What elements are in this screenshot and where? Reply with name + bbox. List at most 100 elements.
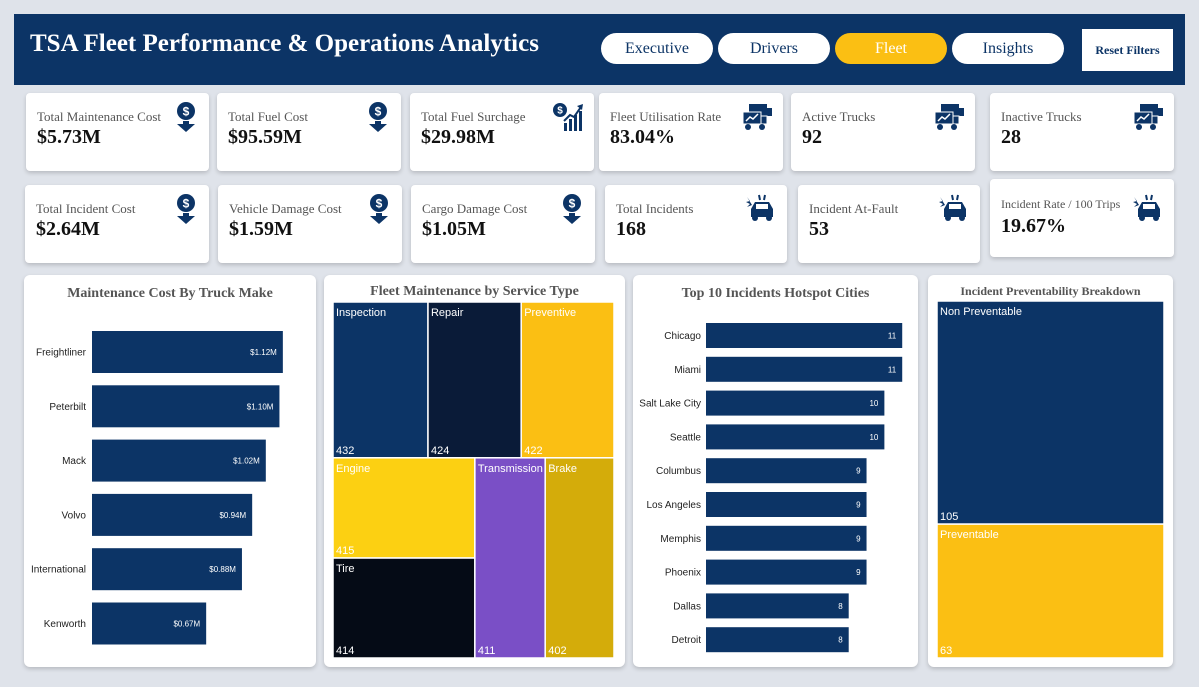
tab-fleet[interactable]: Fleet xyxy=(835,33,947,64)
kpi-value: 168 xyxy=(616,218,646,240)
category-label: Volvo xyxy=(62,510,87,521)
panel-maintenance-by-make: Maintenance Cost By Truck Make Freightli… xyxy=(24,275,316,667)
kpi-value: $95.59M xyxy=(228,126,302,148)
category-label: Seattle xyxy=(670,432,702,443)
cell-value: 402 xyxy=(548,645,566,657)
cell-label: Repair xyxy=(431,307,464,319)
value-label: 8 xyxy=(838,602,843,611)
value-label: 9 xyxy=(856,501,861,510)
fleet-icon xyxy=(1132,101,1164,133)
value-label: 9 xyxy=(856,467,861,476)
bar[interactable] xyxy=(706,458,867,484)
category-label: Kenworth xyxy=(44,619,86,630)
car-crash-icon xyxy=(1132,193,1164,225)
treemap-cell[interactable] xyxy=(332,301,429,459)
dollar-down-icon xyxy=(365,101,391,133)
kpi-label: Total Maintenance Cost xyxy=(37,109,162,124)
category-label: Detroit xyxy=(672,635,702,646)
cell-label: Brake xyxy=(548,463,577,475)
treemap-cell[interactable] xyxy=(544,457,615,659)
bar[interactable] xyxy=(706,356,903,382)
value-label: 10 xyxy=(869,399,878,408)
fleet-icon xyxy=(933,101,965,133)
kpi-value: 92 xyxy=(802,126,822,148)
value-label: $1.12M xyxy=(250,348,277,357)
treemap-cell[interactable] xyxy=(427,301,522,459)
bar[interactable] xyxy=(92,385,280,428)
treemap-cell[interactable] xyxy=(332,557,476,659)
bar[interactable] xyxy=(706,559,867,585)
category-label: Mack xyxy=(62,456,87,467)
reset-filters-button[interactable]: Reset Filters xyxy=(1082,29,1173,71)
cell-value: 411 xyxy=(478,645,496,657)
bar[interactable] xyxy=(92,493,253,536)
cell-value: 424 xyxy=(431,445,449,457)
page-title: TSA Fleet Performance & Operations Analy… xyxy=(30,30,539,57)
kpi-label: Total Fuel Surchage xyxy=(421,109,526,124)
bar[interactable] xyxy=(706,525,867,551)
cell-value: 415 xyxy=(336,545,354,557)
car-crash-icon xyxy=(745,193,777,225)
cell-value: 432 xyxy=(336,445,354,457)
cell-value: 105 xyxy=(940,511,958,523)
bar[interactable] xyxy=(92,331,283,373)
panel-preventability: Incident Preventability Breakdown Non Pr… xyxy=(928,275,1173,667)
bar[interactable] xyxy=(706,627,849,653)
cell-label: Transmission xyxy=(478,463,543,475)
kpi-label: Active Trucks xyxy=(802,109,876,124)
value-label: 9 xyxy=(856,534,861,543)
chart-title: Fleet Maintenance by Service Type xyxy=(370,284,579,299)
kpi-label: Total Incident Cost xyxy=(36,201,136,216)
dollar-growth-icon xyxy=(552,101,584,133)
kpi-total-fuel-cost: Total Fuel Cost $95.59M xyxy=(217,93,401,171)
category-label: Chicago xyxy=(664,331,701,342)
treemap-cell[interactable] xyxy=(936,300,1165,525)
bar[interactable] xyxy=(706,390,885,416)
value-label: $0.94M xyxy=(219,511,246,520)
kpi-value: $1.59M xyxy=(229,218,293,240)
kpi-total-fuel-surcharge: Total Fuel Surchage $29.98M xyxy=(410,93,594,171)
kpi-vehicle-damage-cost: Vehicle Damage Cost $1.59M xyxy=(218,185,402,263)
bar[interactable] xyxy=(92,548,242,591)
kpi-value: 19.67% xyxy=(1001,215,1066,237)
category-label: Memphis xyxy=(660,534,701,545)
value-label: 11 xyxy=(888,365,897,374)
kpi-value: $1.05M xyxy=(422,218,486,240)
tab-insights[interactable]: Insights xyxy=(952,33,1064,64)
kpi-total-maintenance-cost: Total Maintenance Cost $5.73M xyxy=(26,93,209,171)
chart-title: Maintenance Cost By Truck Make xyxy=(67,286,273,301)
bar[interactable] xyxy=(92,602,207,645)
panel-hotspot-cities: Top 10 Incidents Hotspot Cities Chicago 1… xyxy=(633,275,918,667)
value-label: $1.10M xyxy=(247,402,274,411)
cell-value: 63 xyxy=(940,645,952,657)
bar[interactable] xyxy=(706,424,885,450)
dashboard: TSA Fleet Performance & Operations Analy… xyxy=(14,14,1185,673)
chart-title: Incident Preventability Breakdown xyxy=(960,284,1141,298)
bar[interactable] xyxy=(706,323,903,348)
category-label: Salt Lake City xyxy=(639,399,701,410)
treemap-cell[interactable] xyxy=(936,523,1165,659)
cell-label: Tire xyxy=(336,563,355,575)
preventability-treemap: Non Preventable 105 Preventable 63 xyxy=(936,300,1165,659)
dollar-down-icon xyxy=(173,101,199,133)
tab-executive[interactable]: Executive xyxy=(601,33,713,64)
bar[interactable] xyxy=(706,593,849,619)
kpi-fleet-utilisation-rate: Fleet Utilisation Rate 83.04% xyxy=(599,93,783,171)
treemap-cell[interactable] xyxy=(520,301,615,459)
kpi-cargo-damage-cost: Cargo Damage Cost $1.05M xyxy=(411,185,595,263)
kpi-incident-at-fault: Incident At-Fault 53 xyxy=(798,185,980,263)
chart-title: Top 10 Incidents Hotspot Cities xyxy=(681,286,870,301)
bar[interactable] xyxy=(92,439,266,482)
treemap-cell[interactable] xyxy=(332,457,476,559)
value-label: 11 xyxy=(888,332,897,341)
category-label: Los Angeles xyxy=(647,500,702,511)
cell-label: Preventive xyxy=(524,307,576,319)
kpi-label: Fleet Utilisation Rate xyxy=(610,109,722,124)
tab-drivers[interactable]: Drivers xyxy=(718,33,830,64)
kpi-inactive-trucks: Inactive Trucks 28 xyxy=(990,93,1174,171)
cell-label: Non Preventable xyxy=(940,306,1022,318)
bar[interactable] xyxy=(706,492,867,517)
kpi-label: Incident At-Fault xyxy=(809,201,899,216)
dollar-down-icon xyxy=(366,193,392,225)
treemap-cell[interactable] xyxy=(474,457,546,659)
